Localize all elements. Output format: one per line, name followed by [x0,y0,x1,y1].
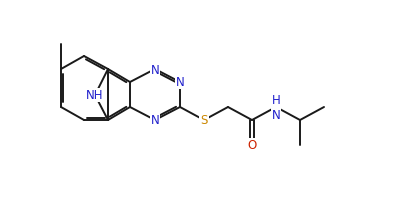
Text: O: O [247,139,257,152]
Text: N: N [151,114,159,127]
Text: H
N: H N [271,94,280,121]
Text: N: N [176,76,184,89]
Text: N: N [151,63,159,76]
Text: S: S [200,114,208,127]
Text: NH: NH [86,89,104,102]
